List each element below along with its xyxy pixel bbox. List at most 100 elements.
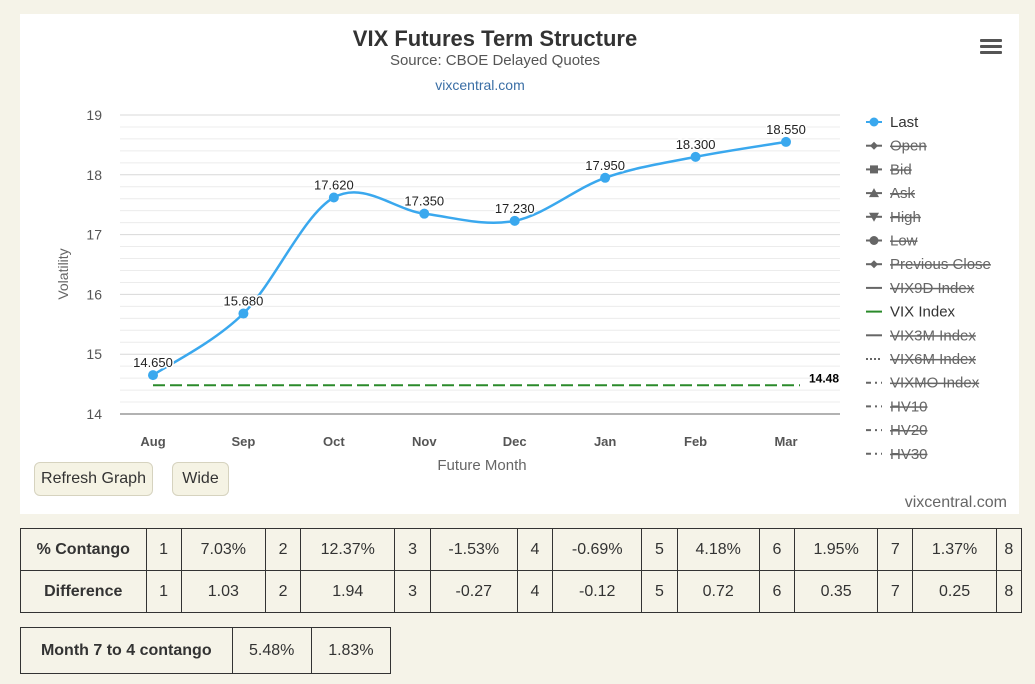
data-label: 17.350 (404, 194, 444, 209)
legend-item[interactable]: Open (866, 138, 927, 155)
source-link[interactable]: vixcentral.com (435, 77, 524, 93)
x-tick-label: Nov (412, 434, 437, 449)
legend-label: HV10 (890, 398, 928, 415)
month-number: 4 (516, 528, 554, 571)
legend-item[interactable]: Previous Close (866, 256, 991, 273)
row-header: % Contango (20, 528, 147, 571)
wide-button[interactable]: Wide (172, 462, 229, 496)
month-contango-row: Month 7 to 4 contango 5.48% 1.83% (20, 627, 392, 674)
last-data-point[interactable] (781, 136, 791, 147)
legend-label: Low (890, 233, 918, 250)
legend-label: Bid (890, 161, 912, 178)
chart-subtitle: Source: CBOE Delayed Quotes (390, 52, 600, 69)
last-data-point[interactable] (148, 370, 158, 381)
hamburger-menu-icon (980, 39, 1002, 42)
legend-label: Ask (890, 185, 916, 202)
last-data-point[interactable] (419, 208, 430, 219)
legend-label: VIX9D Index (890, 280, 975, 297)
legend-label: Previous Close (890, 256, 991, 273)
data-label: 15.680 (224, 294, 264, 309)
table-cell: 5.48% (231, 627, 312, 674)
data-label: 18.550 (766, 122, 806, 137)
y-tick-label: 14 (86, 406, 102, 422)
y-tick-label: 16 (86, 286, 102, 302)
table-cell: 1.95% (793, 528, 879, 571)
legend-item[interactable]: Low (866, 233, 918, 250)
term-structure-chart: VIX Futures Term Structure Source: CBOE … (55, 26, 991, 474)
table-cell: 4.18% (676, 528, 760, 571)
last-series-line (152, 140, 787, 377)
x-axis-title: Future Month (437, 457, 526, 474)
table-cell: 1.37% (912, 528, 997, 571)
table-cell: 0.35 (793, 570, 879, 613)
legend-label: VIXMO Index (890, 375, 980, 392)
y-tick-label: 19 (86, 107, 102, 123)
y-axis-title: Volatility (55, 248, 71, 299)
table-cell: -0.27 (429, 570, 518, 613)
chart-panel: VIX Futures Term Structure Source: CBOE … (20, 14, 1019, 514)
chart-credit[interactable]: vixcentral.com (904, 494, 1007, 511)
legend-item[interactable]: HV10 (866, 398, 928, 415)
legend-triangle-icon (869, 188, 879, 198)
legend-item[interactable]: Bid (866, 161, 912, 178)
table-cell: 1.03 (180, 570, 266, 613)
table-cell: -1.53% (429, 528, 518, 571)
table-cell: -0.12 (552, 570, 643, 613)
difference-row: Difference 1 1.03 2 1.94 3 -0.27 4 -0.12… (20, 570, 1023, 613)
legend-label: VIX6M Index (890, 351, 976, 368)
y-tick-label: 17 (86, 227, 102, 243)
table-cell: -0.69% (552, 528, 643, 571)
month-number: 7 (877, 528, 914, 571)
legend-circle-icon (869, 117, 879, 127)
data-label: 17.620 (314, 178, 354, 193)
month-number: 2 (264, 570, 302, 613)
table-cell: 1.94 (300, 570, 396, 613)
chart-title: VIX Futures Term Structure (353, 26, 637, 51)
month-contango-table: Month 7 to 4 contango 5.48% 1.83% (20, 627, 392, 674)
month-number: 7 (877, 570, 914, 613)
table-cell: 1.83% (310, 627, 392, 674)
legend-item[interactable]: VIX3M Index (866, 327, 976, 344)
legend-item[interactable]: VIX6M Index (866, 351, 976, 368)
month-number: 6 (758, 570, 795, 613)
legend-label: VIX3M Index (890, 327, 976, 344)
legend-item[interactable]: HV30 (866, 446, 928, 463)
x-tick-label: Feb (684, 434, 707, 449)
last-data-point[interactable] (690, 151, 701, 162)
month-number: 3 (394, 570, 431, 613)
x-tick-label: Dec (503, 434, 527, 449)
last-data-point[interactable] (238, 308, 249, 319)
month-number: 3 (394, 528, 431, 571)
legend-item[interactable]: HV20 (866, 422, 928, 439)
month-number: 2 (264, 528, 302, 571)
month-number: 1 (145, 528, 182, 571)
legend-item[interactable]: High (866, 209, 921, 226)
legend-item[interactable]: VIX Index (866, 304, 956, 321)
legend-label: Last (890, 114, 919, 131)
refresh-graph-button[interactable]: Refresh Graph (34, 462, 153, 496)
legend-item[interactable]: VIXMO Index (866, 375, 980, 392)
legend-item[interactable]: Ask (866, 185, 916, 202)
legend-square-icon (870, 165, 878, 174)
legend-label: HV30 (890, 446, 928, 463)
legend-diamond-icon (870, 141, 878, 150)
month-number: 5 (641, 528, 678, 571)
month-number: 8 (995, 528, 1023, 571)
x-tick-label: Sep (232, 434, 256, 449)
data-label: 18.300 (676, 137, 716, 152)
last-data-point[interactable] (509, 215, 520, 226)
x-tick-label: Jan (594, 434, 616, 449)
row-header: Month 7 to 4 contango (20, 627, 233, 674)
month-number: 5 (641, 570, 678, 613)
legend-label: VIX Index (890, 304, 956, 321)
legend-label: Open (890, 138, 927, 155)
last-data-point[interactable] (600, 172, 611, 183)
chart-menu-button[interactable] (978, 36, 1004, 58)
last-data-point[interactable] (328, 192, 339, 203)
hamburger-menu-icon-bar (980, 45, 1002, 48)
legend-item[interactable]: VIX9D Index (866, 280, 975, 297)
y-tick-label: 15 (86, 346, 102, 362)
legend-label: High (890, 209, 921, 226)
table-cell: 7.03% (180, 528, 266, 571)
legend-item[interactable]: Last (866, 114, 919, 131)
